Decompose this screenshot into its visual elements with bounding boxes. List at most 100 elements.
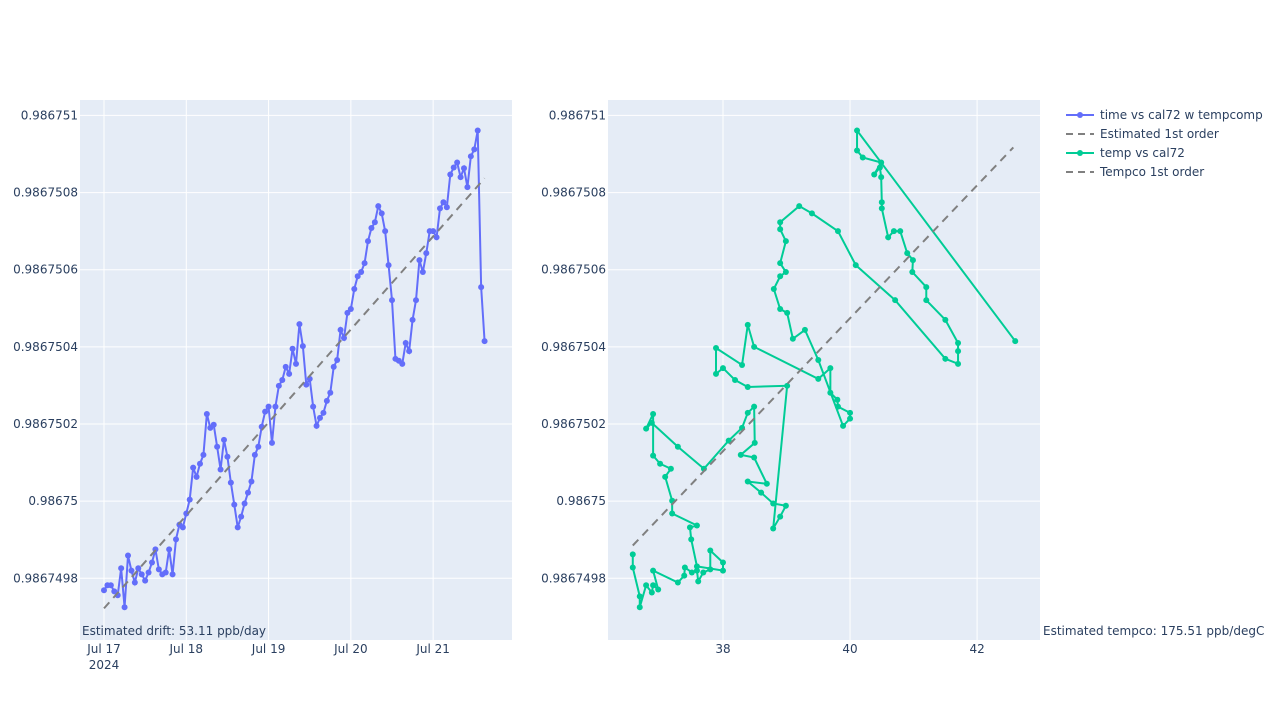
data-point	[955, 348, 962, 355]
data-point	[904, 250, 911, 257]
data-point	[279, 377, 286, 384]
x-tick-label: Jul 20	[333, 642, 368, 656]
data-point	[323, 397, 330, 404]
data-point	[751, 454, 758, 461]
data-point	[650, 567, 657, 574]
data-point	[406, 348, 413, 355]
data-point	[1012, 338, 1019, 345]
data-point	[179, 524, 186, 531]
data-point	[713, 345, 719, 352]
data-point	[834, 396, 841, 403]
y-tick-label: 0.98675	[556, 494, 606, 508]
data-point	[389, 297, 395, 304]
data-point	[725, 437, 732, 444]
data-point	[245, 489, 251, 496]
data-point	[732, 377, 739, 384]
data-point	[262, 408, 269, 415]
data-point	[173, 536, 179, 543]
data-point	[478, 284, 485, 291]
x-tick-label: 40	[842, 642, 857, 656]
data-point	[657, 460, 664, 467]
data-point	[255, 443, 262, 450]
legend-label: Estimated 1st order	[1100, 127, 1219, 141]
legend-label: temp vs cal72	[1100, 146, 1185, 160]
data-point	[227, 479, 234, 486]
data-point	[784, 309, 791, 316]
data-point	[351, 286, 358, 292]
data-point	[454, 159, 461, 166]
plot-background	[608, 100, 1040, 640]
dashed-line	[632, 146, 1015, 547]
data-point	[457, 174, 464, 181]
data-point	[416, 257, 423, 264]
data-point	[770, 286, 777, 292]
data-point	[744, 409, 751, 416]
data-point	[878, 205, 885, 212]
data-point	[265, 403, 272, 410]
data-point	[650, 410, 657, 417]
data-point	[885, 234, 892, 241]
data-point	[317, 414, 323, 421]
data-point	[162, 569, 169, 576]
data-point	[923, 297, 930, 304]
y-tick-label: 0.9867504	[541, 340, 606, 354]
legend-marker	[1077, 112, 1083, 118]
data-point	[461, 165, 467, 172]
data-point	[251, 451, 258, 458]
data-point	[193, 473, 200, 480]
data-point	[782, 238, 789, 245]
annotation: Estimated tempco: 175.51 ppb/degC	[1043, 624, 1264, 638]
data-point	[234, 524, 241, 531]
data-point	[770, 525, 777, 532]
data-point	[942, 355, 949, 362]
data-point	[770, 500, 777, 507]
data-point	[801, 326, 808, 333]
data-point	[744, 383, 751, 390]
data-point	[854, 127, 861, 134]
data-point	[955, 360, 962, 367]
legend-item[interactable]: time vs cal72 w tempcomp	[1066, 108, 1263, 122]
data-point	[166, 546, 173, 553]
data-point	[289, 345, 296, 352]
data-point	[221, 436, 227, 443]
annotation: Estimated drift: 53.11 ppb/day	[82, 624, 266, 638]
data-point	[629, 551, 636, 558]
data-point	[777, 306, 784, 313]
data-point	[210, 421, 217, 428]
data-point	[674, 443, 681, 450]
data-point	[777, 513, 784, 520]
data-point	[437, 205, 443, 212]
data-point	[296, 321, 303, 328]
data-point	[674, 579, 681, 586]
y-tick-label: 0.9867508	[541, 186, 606, 200]
data-point	[447, 171, 454, 178]
data-point	[354, 273, 361, 280]
data-point	[101, 587, 107, 594]
data-point	[909, 257, 916, 264]
data-point	[796, 203, 803, 210]
data-point	[789, 335, 796, 342]
data-point	[782, 269, 789, 276]
data-point	[688, 569, 695, 576]
data-point	[942, 316, 949, 323]
plot-background	[80, 100, 512, 640]
data-point	[629, 564, 636, 571]
data-point	[643, 582, 650, 589]
data-point	[368, 225, 375, 232]
data-point	[138, 571, 145, 578]
legend-item[interactable]: Tempco 1st order	[1066, 165, 1204, 179]
data-point	[464, 184, 471, 191]
x-tick-label: 42	[969, 642, 984, 656]
data-point	[688, 536, 695, 543]
data-point	[481, 338, 488, 345]
data-point	[909, 269, 916, 276]
y-tick-label: 0.9867498	[13, 571, 78, 585]
legend-item[interactable]: Estimated 1st order	[1066, 127, 1219, 141]
data-point	[878, 199, 885, 206]
data-point	[313, 422, 320, 429]
data-point	[330, 363, 337, 370]
legend-item[interactable]: temp vs cal72	[1066, 146, 1185, 160]
data-point	[190, 464, 197, 471]
data-point	[299, 343, 306, 350]
